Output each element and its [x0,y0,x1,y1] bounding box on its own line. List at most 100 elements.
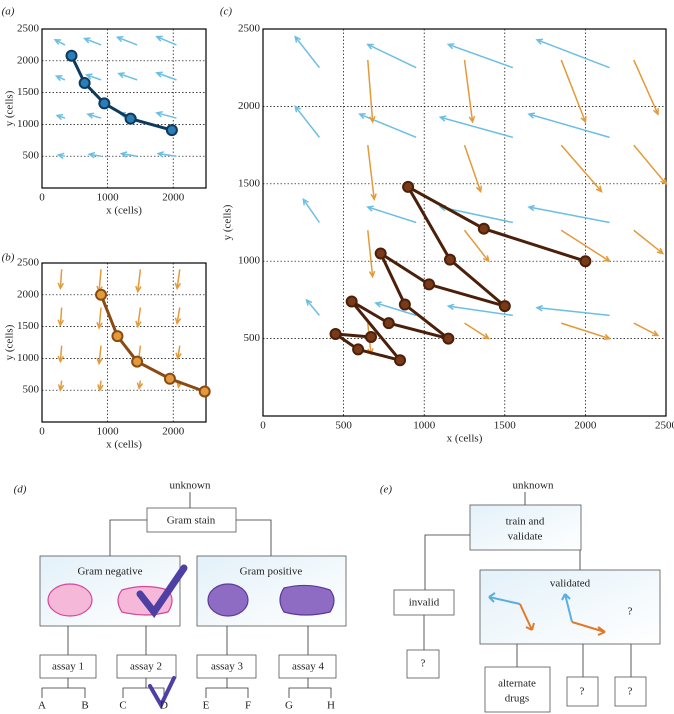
plot-frame [41,262,207,423]
point [382,317,395,330]
x-tick-label: 1500 [494,420,517,432]
point [65,49,78,62]
leaf: C [119,700,126,712]
point [131,355,144,368]
node-label: validate [508,531,543,543]
root: unknown [170,480,211,492]
vector-arrow [175,345,182,361]
point [95,288,108,301]
vector-arrow [560,229,612,263]
check-mark [148,676,176,710]
y-axis-label: y (cells) [222,204,234,240]
arrow-icon [561,593,573,623]
vector-arrow [83,37,102,46]
point [329,327,342,340]
vector-arrow [54,75,66,82]
point [394,354,407,367]
node-label: ? [421,658,426,670]
check-mark [136,564,188,618]
x-tick-label: 2000 [162,426,185,438]
x-tick-label: 2500 [655,420,674,432]
cell [279,584,335,616]
vector-arrow [136,380,144,390]
diagram-e: (e) unknown train and validate invalid v… [380,480,661,713]
x-tick-label: 2000 [574,420,597,432]
arrow-icon [571,621,606,636]
vector-arrow [633,322,660,337]
arrow-icon [519,603,535,631]
panel-label: (e) [380,484,393,496]
leaf: A [38,700,46,712]
point [345,295,358,308]
x-axis-label: x (cells) [447,433,483,445]
point [165,124,178,137]
y-tick-label: 2000 [17,54,40,66]
vector-arrow [53,39,66,46]
x-tick-label: 500 [335,420,352,432]
node-label: Gram stain [167,515,216,527]
vector-arrow [366,43,417,69]
point [443,253,456,266]
vector-arrow [464,322,491,340]
vector-arrow [86,112,102,119]
y-tick-label: 1500 [17,86,40,98]
node-box [196,654,257,679]
point [198,385,211,398]
x-tick-label: 0 [39,192,45,204]
group-label: Gram positive [240,566,303,578]
vector-arrow [560,322,612,341]
connector [41,678,332,698]
vector-arrow [57,269,64,291]
y-tick-label: 2500 [238,23,261,35]
vector-arrow [96,345,103,366]
x-tick-label: 1000 [97,426,120,438]
diagram-d: (d) unknown Gram stain Gram negative Gra… [14,480,347,712]
y-tick-label: 2000 [238,100,261,112]
node-box [406,649,440,679]
x-tick-label: 1000 [413,420,436,432]
vector-arrow [633,59,659,116]
trajectory [70,55,173,132]
x-tick-label: 2000 [162,192,185,204]
point [477,222,490,235]
vector-arrow [633,144,668,186]
vector-arrow [527,112,610,139]
vector-arrow [119,151,138,158]
vector-arrow [367,59,376,124]
vector-arrow [463,59,476,124]
vector-arrow [84,73,102,81]
point [111,330,124,343]
node-label: assay 2 [130,661,162,673]
node-box [116,654,177,679]
y-tick-label: 2000 [17,288,40,300]
y-tick-label: 500 [244,332,261,344]
node-label: drugs [505,693,529,705]
panel-label: (b) [2,252,15,264]
connector [67,626,309,655]
vector-arrow [438,115,514,139]
y-tick-label: 500 [23,384,40,396]
vector-arrow [294,35,321,69]
vector-arrow [535,304,610,317]
trajectory [99,294,206,393]
plot-frame [262,28,667,417]
vector-arrow [57,345,65,364]
cell [47,583,93,617]
node-box [393,589,455,616]
vector-arrow [156,151,177,158]
point [442,332,455,345]
leaf: B [81,700,88,712]
vector-arrow [96,269,103,294]
x-tick-label: 0 [39,426,45,438]
leaf: F [245,700,251,712]
panel-label: (a) [2,6,15,18]
vector-arrow [633,229,665,255]
point [579,255,592,268]
point [352,343,365,356]
node-label: ? [580,686,585,698]
vector-arrow [463,229,490,263]
vector-arrow [135,307,142,329]
node-box [278,654,337,679]
vector-arrow [560,144,603,193]
